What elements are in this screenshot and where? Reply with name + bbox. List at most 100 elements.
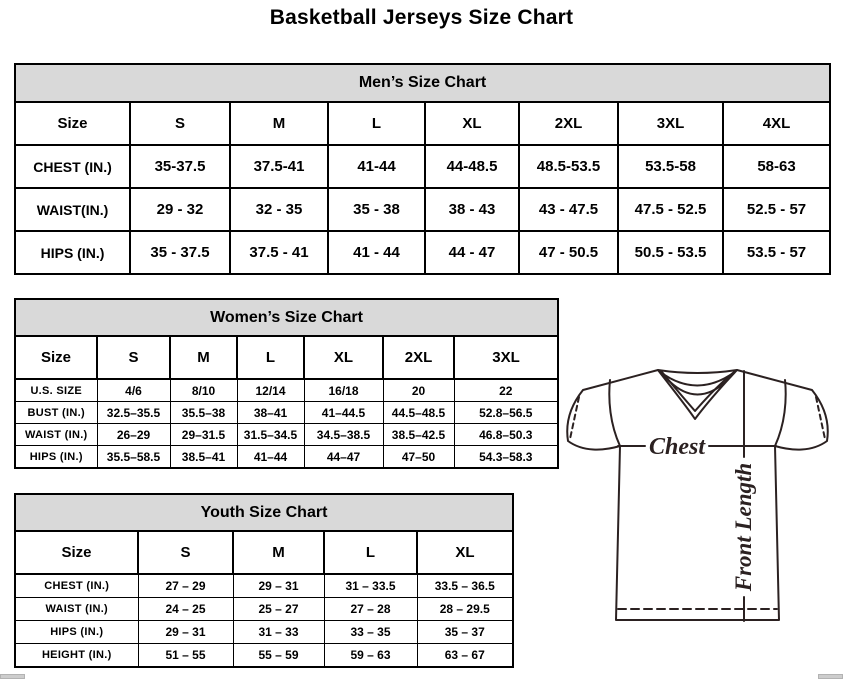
- armhole-seam-left: [608, 379, 621, 447]
- column-header: S: [96, 335, 171, 380]
- size-value: 27 – 29: [137, 573, 234, 598]
- size-value: 38.5–42.5: [382, 423, 455, 446]
- horizontal-scrollbar-thumb[interactable]: [0, 674, 25, 679]
- size-value: 41-44: [327, 144, 426, 189]
- row-label: BUST (IN.): [14, 401, 98, 424]
- column-header: Size: [14, 335, 98, 380]
- size-value: 50.5 - 53.5: [617, 230, 724, 275]
- column-header: 3XL: [452, 335, 560, 380]
- column-header: Size: [14, 101, 131, 146]
- size-value: 32 - 35: [229, 187, 329, 232]
- column-header: L: [323, 530, 418, 575]
- size-value: 8/10: [169, 378, 238, 402]
- size-value: 29 – 31: [232, 573, 325, 598]
- size-value: 25 – 27: [232, 597, 325, 621]
- table-row: CHEST (IN.) 27 – 29 29 – 31 31 – 33.5 33…: [14, 573, 514, 598]
- column-header: S: [137, 530, 234, 575]
- table-row: HIPS (IN.) 35 - 37.5 37.5 - 41 41 - 44 4…: [14, 230, 832, 275]
- size-value: 31 – 33.5: [323, 573, 418, 598]
- size-value: 41–44: [236, 445, 305, 469]
- column-header: L: [327, 101, 426, 146]
- table-row: CHEST (IN.) 35-37.5 37.5-41 41-44 44-48.…: [14, 144, 832, 189]
- row-label: HIPS (IN.): [14, 620, 139, 644]
- size-value: 44.5–48.5: [382, 401, 455, 424]
- size-value: 33 – 35: [323, 620, 418, 644]
- column-header: M: [232, 530, 325, 575]
- youth-size-table: Youth Size Chart Size S M L XL CHEST (IN…: [14, 493, 514, 668]
- size-value: 29–31.5: [169, 423, 238, 446]
- cuff-stitch-left: [569, 396, 580, 440]
- size-value: 47–50: [382, 445, 455, 469]
- size-value: 24 – 25: [137, 597, 234, 621]
- table-row: HIPS (IN.) 35.5–58.5 38.5–41 41–44 44–47…: [14, 445, 559, 469]
- size-value: 35 - 37.5: [129, 230, 231, 275]
- size-value: 12/14: [236, 378, 305, 402]
- column-header: Size: [14, 530, 139, 575]
- womens-size-table: Women’s Size Chart Size S M L XL 2XL 3XL…: [14, 298, 560, 469]
- column-header: 2XL: [518, 101, 619, 146]
- size-value: 29 - 32: [129, 187, 231, 232]
- horizontal-scrollbar-button[interactable]: [818, 674, 843, 679]
- column-header: XL: [303, 335, 384, 380]
- womens-chart-title: Women’s Size Chart: [14, 298, 559, 337]
- table-row: WAIST(IN.) 29 - 32 32 - 35 35 - 38 38 - …: [14, 187, 832, 232]
- table-row: HIPS (IN.) 29 – 31 31 – 33 33 – 35 35 – …: [14, 620, 514, 644]
- collar-rib-arc: [660, 371, 736, 396]
- table-row: U.S. SIZE 4/6 8/10 12/14 16/18 20 22: [14, 378, 559, 402]
- size-value: 31 – 33: [232, 620, 325, 644]
- size-value: 35 – 37: [416, 620, 514, 644]
- column-header: M: [169, 335, 238, 380]
- size-value: 27 – 28: [323, 597, 418, 621]
- size-value: 38 - 43: [424, 187, 520, 232]
- table-row: WAIST (IN.) 24 – 25 25 – 27 27 – 28 28 –…: [14, 597, 514, 621]
- size-value: 63 – 67: [416, 643, 514, 668]
- size-value: 34.5–38.5: [303, 423, 384, 446]
- table-row: HEIGHT (IN.) 51 – 55 55 – 59 59 – 63 63 …: [14, 643, 514, 668]
- size-value: 51 – 55: [137, 643, 234, 668]
- size-value: 53.5-58: [617, 144, 724, 189]
- size-value: 44–47: [303, 445, 384, 469]
- size-value: 22: [453, 378, 559, 402]
- size-value: 47.5 - 52.5: [617, 187, 724, 232]
- size-value: 54.3–58.3: [453, 445, 559, 469]
- size-value: 29 – 31: [137, 620, 234, 644]
- collar-rib-arc: [658, 370, 737, 387]
- table-header-row: Size S M L XL 2XL 3XL 4XL: [14, 101, 832, 146]
- mens-size-table: Men’s Size Chart Size S M L XL 2XL 3XL 4…: [13, 63, 832, 275]
- youth-chart-title: Youth Size Chart: [14, 493, 514, 532]
- size-value: 28 – 29.5: [416, 597, 514, 621]
- size-value: 52.8–56.5: [453, 401, 559, 424]
- size-value: 26–29: [96, 423, 171, 446]
- size-value: 37.5 - 41: [229, 230, 329, 275]
- row-label: WAIST (IN.): [14, 423, 98, 446]
- cuff-stitch-right: [815, 396, 826, 440]
- size-value: 44 - 47: [424, 230, 520, 275]
- size-value: 53.5 - 57: [721, 230, 832, 275]
- size-value: 38–41: [236, 401, 305, 424]
- column-header: 3XL: [617, 101, 724, 146]
- row-label: CHEST (IN.): [14, 573, 139, 598]
- size-value: 55 – 59: [232, 643, 325, 668]
- page-title: Basketball Jerseys Size Chart: [269, 6, 574, 29]
- size-value: 59 – 63: [323, 643, 418, 668]
- size-value: 52.5 - 57: [721, 187, 832, 232]
- column-header: 4XL: [721, 101, 832, 146]
- size-value: 35.5–58.5: [96, 445, 171, 469]
- chest-measure-label: Chest: [649, 434, 706, 460]
- column-header: M: [229, 101, 329, 146]
- column-header: S: [129, 101, 231, 146]
- column-header: XL: [416, 530, 514, 575]
- size-value: 20: [382, 378, 455, 402]
- row-label: WAIST (IN.): [14, 597, 139, 621]
- size-value: 48.5-53.5: [518, 144, 619, 189]
- size-value: 44-48.5: [424, 144, 520, 189]
- size-value: 31.5–34.5: [236, 423, 305, 446]
- row-label: WAIST(IN.): [14, 187, 131, 232]
- size-value: 43 - 47.5: [518, 187, 619, 232]
- size-value: 32.5–35.5: [96, 401, 171, 424]
- size-value: 16/18: [303, 378, 384, 402]
- size-value: 46.8–50.3: [453, 423, 559, 446]
- column-header: L: [236, 335, 305, 380]
- size-value: 41–44.5: [303, 401, 384, 424]
- jersey-diagram: Chest Front Length: [566, 369, 829, 622]
